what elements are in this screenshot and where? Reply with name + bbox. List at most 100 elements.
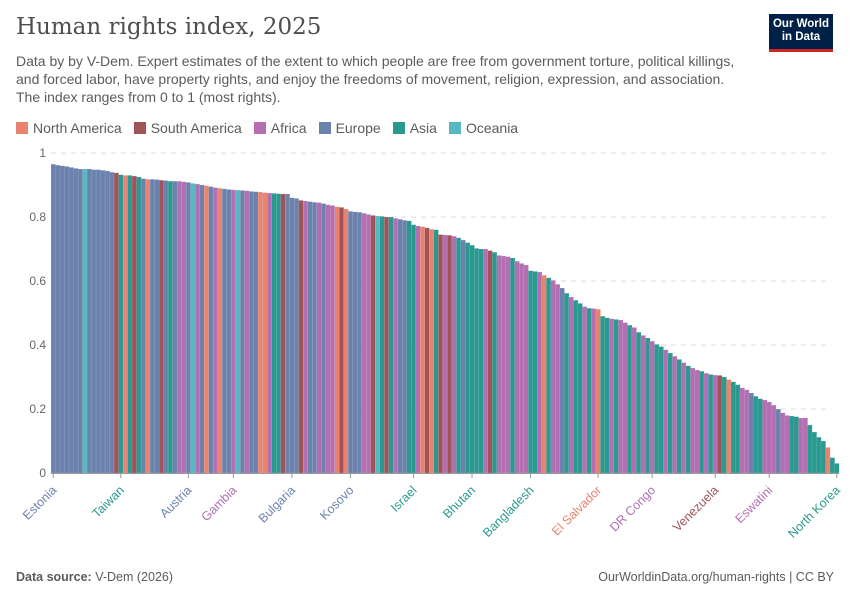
bar (312, 202, 318, 474)
bar (469, 245, 475, 474)
bar (307, 201, 313, 474)
x-tick-label: Taiwan (89, 483, 126, 520)
bar (690, 367, 696, 474)
bar (361, 213, 367, 474)
bar (771, 405, 777, 474)
bar (735, 384, 741, 474)
bar (154, 179, 160, 474)
bar (622, 322, 628, 474)
legend-swatch (448, 122, 461, 134)
bar (280, 193, 286, 474)
bar (595, 309, 601, 474)
bar (185, 182, 191, 474)
legend-label: Africa (270, 120, 307, 136)
legend-label: Europe (335, 120, 381, 136)
x-tick-label: Venezuela (670, 483, 721, 534)
bar (505, 256, 511, 474)
bar (604, 317, 610, 474)
bar (59, 165, 65, 474)
legend-item-europe[interactable]: Europe (318, 120, 381, 136)
legend-label: North America (33, 120, 122, 136)
bar (217, 188, 223, 474)
x-tick-label: Israel (388, 483, 420, 515)
owid-logo[interactable]: Our World in Data (769, 14, 833, 52)
bar (343, 208, 349, 474)
bar (465, 242, 471, 474)
bar (793, 416, 799, 474)
y-tick-label: 0.8 (29, 210, 46, 224)
bar (510, 257, 516, 474)
bar (348, 211, 354, 474)
bar (370, 215, 376, 474)
bar (316, 202, 322, 474)
legend-swatch (133, 122, 146, 134)
y-tick-label: 0.4 (29, 338, 46, 352)
bar (789, 415, 795, 474)
bar (352, 211, 358, 474)
bar (546, 277, 552, 474)
bar (712, 374, 718, 474)
legend-item-north-america[interactable]: North America (16, 120, 122, 136)
legend-swatch (318, 122, 331, 134)
bar (397, 219, 403, 474)
bar (50, 164, 56, 474)
bar (627, 325, 633, 474)
bar (555, 284, 561, 474)
bar (325, 204, 331, 474)
x-tick-label: El Salvador (549, 483, 604, 538)
bar (658, 346, 664, 474)
bar (167, 181, 173, 474)
legend-label: South America (150, 120, 242, 136)
bar (636, 332, 642, 474)
source-label: Data source: (16, 570, 92, 584)
bar (334, 206, 340, 474)
bar (537, 271, 543, 474)
bar (140, 178, 146, 474)
y-tick-label: 1 (39, 146, 46, 160)
bar (275, 193, 281, 474)
bar (523, 264, 529, 474)
bar (230, 189, 236, 474)
legend-item-asia[interactable]: Asia (392, 120, 437, 136)
source-link[interactable]: V-Dem (2026) (95, 570, 174, 584)
legend-item-oceania[interactable]: Oceania (448, 120, 518, 136)
bar (474, 248, 480, 474)
bar (248, 191, 254, 474)
y-tick-label: 0 (39, 466, 46, 480)
legend-item-africa[interactable]: Africa (253, 120, 307, 136)
bar (721, 376, 727, 474)
legend-item-south-america[interactable]: South America (133, 120, 242, 136)
bar (519, 263, 525, 474)
bar (685, 365, 691, 474)
bar (199, 184, 205, 474)
bar (122, 175, 128, 474)
footer-link[interactable]: OurWorldinData.org/human-rights | CC BY (598, 570, 834, 584)
bar (253, 191, 259, 474)
bar (212, 187, 218, 474)
bar (438, 234, 444, 474)
legend: North America South America Africa Europe As… (16, 120, 518, 136)
x-tick-label: Gambia (199, 483, 240, 524)
bar (181, 181, 187, 474)
bar (802, 417, 808, 474)
bar (820, 440, 826, 474)
bar (149, 179, 155, 474)
bar (64, 166, 70, 474)
bar (514, 261, 520, 474)
bar (411, 224, 417, 474)
bar (582, 306, 588, 474)
bar (257, 191, 263, 474)
bar (424, 227, 430, 474)
bar (429, 229, 435, 474)
bar (86, 168, 92, 474)
bar (176, 181, 182, 474)
bar (266, 192, 272, 474)
bar (447, 235, 453, 474)
bar (442, 234, 448, 474)
bar (460, 239, 466, 474)
bar (496, 255, 502, 474)
bar (672, 356, 678, 474)
legend-swatch (392, 122, 405, 134)
bar (766, 401, 772, 474)
